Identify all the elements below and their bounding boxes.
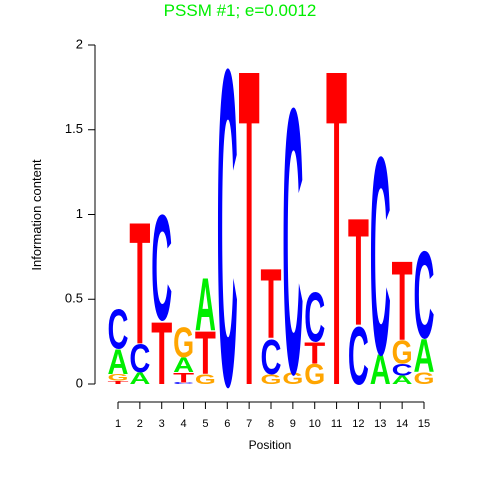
y-tick-label: 1.5 <box>65 121 83 136</box>
logo-letter: C <box>217 0 238 480</box>
logo-letter: A <box>370 346 391 393</box>
logo-letter: A <box>414 329 435 382</box>
logo-letter: C <box>414 226 435 365</box>
x-tick-label: 8 <box>268 418 274 430</box>
logo-letter: T <box>392 237 413 364</box>
logo-letter: A <box>173 353 194 376</box>
logo-letter: G <box>392 334 413 371</box>
logo-letter: C <box>282 29 303 453</box>
logo-letter: C <box>392 361 413 379</box>
logo-letter: T <box>195 318 216 387</box>
logo-letter: C <box>151 184 172 352</box>
x-tick-label: 5 <box>202 418 208 430</box>
y-tick-label: 2 <box>76 36 83 51</box>
logo-letter: C <box>370 98 391 414</box>
x-tick-label: 2 <box>137 418 143 430</box>
x-tick-label: 12 <box>352 418 364 430</box>
x-tick-label: 3 <box>159 418 165 430</box>
logo-letter: G <box>282 369 303 387</box>
logo-letter: C <box>129 336 150 381</box>
logo-letter: T <box>304 336 325 370</box>
logo-letter: T <box>108 380 129 385</box>
x-tick-label: 11 <box>331 418 342 430</box>
chart-title: PSSM #1; e=0.0012 <box>164 1 317 20</box>
logo-letter: A <box>108 342 129 382</box>
x-tick-label: 14 <box>396 418 408 430</box>
y-tick-label: 0 <box>76 375 83 390</box>
logo-letter: A <box>392 374 413 387</box>
y-tick-label: 1 <box>76 206 83 221</box>
logo-letter: T <box>239 0 260 480</box>
logo-letter: G <box>414 369 435 387</box>
logo-letter: G <box>261 371 282 387</box>
x-tick-label: 13 <box>374 418 386 430</box>
y-axis-label: Information content <box>29 159 44 271</box>
x-tick-label: 9 <box>290 418 296 430</box>
logo-letter: G <box>108 372 129 382</box>
logo-letter: T <box>261 250 282 360</box>
logo-letter: T <box>151 304 172 404</box>
logo-letter: C <box>348 310 369 402</box>
logo-letter: C <box>108 298 129 361</box>
logo-letter: C <box>261 329 282 384</box>
logo-letter: G <box>173 319 194 366</box>
logo-letter: T <box>326 0 347 480</box>
logo-letter: A <box>129 369 150 387</box>
logo-letter: C <box>173 382 194 385</box>
logo-letter: G <box>304 358 325 390</box>
x-tick-label: 1 <box>115 418 121 430</box>
logo-letter: G <box>195 371 216 387</box>
logo-letter: C <box>304 279 325 357</box>
x-axis-label: Position <box>249 438 292 452</box>
x-tick-label: 7 <box>246 418 252 430</box>
x-tick-label: 15 <box>418 418 430 430</box>
x-tick-label: 4 <box>181 418 187 430</box>
logo-letter: T <box>173 370 194 386</box>
logo-letter: A <box>195 262 216 346</box>
x-tick-label: 10 <box>309 418 321 430</box>
logo-letter: T <box>129 186 150 381</box>
x-tick-label: 6 <box>224 418 230 430</box>
logo-letter: T <box>348 187 369 357</box>
y-tick-label: 0.5 <box>65 291 83 306</box>
